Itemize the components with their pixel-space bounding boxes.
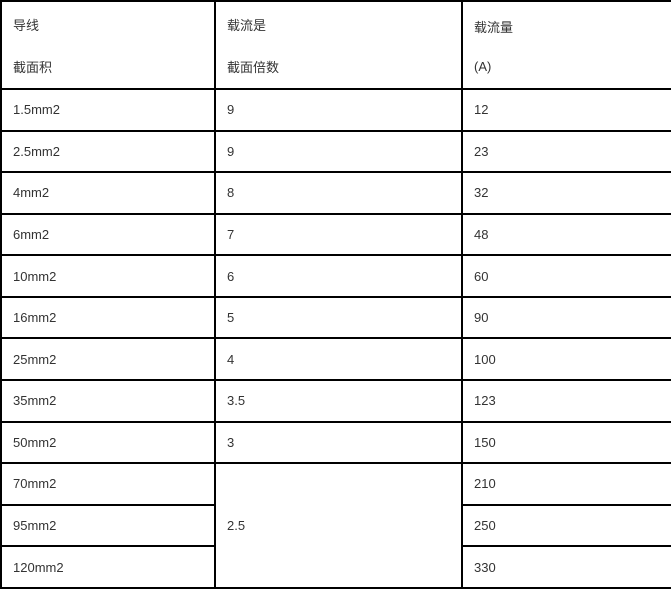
table-header: 导线 截面积 载流是 截面倍数 载流量 (A) [0, 0, 671, 90]
header-cell-wire-area: 导线 截面积 [0, 0, 216, 90]
cell-size: 95mm2 [0, 503, 216, 548]
cell-size: 120mm2 [0, 545, 216, 589]
header-cell-capacity: 载流量 (A) [461, 0, 671, 90]
cell-size: 16mm2 [0, 295, 216, 340]
cell-size: 25mm2 [0, 337, 216, 382]
header-line: (A) [474, 58, 492, 74]
cell-multiple: 5 [214, 295, 463, 340]
table-row: 10mm2 6 60 [0, 254, 671, 298]
cell-capacity: 150 [461, 420, 671, 465]
cell-capacity: 330 [461, 545, 671, 589]
header-line: 导线 [13, 17, 40, 33]
cell-multiple: 3 [214, 420, 463, 465]
cell-size: 70mm2 [0, 462, 216, 506]
table-row: 16mm2 5 90 [0, 295, 671, 340]
cell-size: 4mm2 [0, 171, 216, 215]
cell-multiple: 4 [214, 337, 463, 382]
cell-capacity: 90 [461, 295, 671, 340]
cell-size: 50mm2 [0, 420, 216, 465]
cell-capacity: 250 [461, 503, 671, 548]
cell-size: 10mm2 [0, 254, 216, 298]
cell-capacity: 48 [461, 212, 671, 257]
cell-multiple: 6 [214, 254, 463, 298]
table-body: 1.5mm2 9 12 2.5mm2 9 23 4mm2 8 32 6mm2 7… [0, 88, 671, 589]
table-row: 2.5mm2 9 23 [0, 129, 671, 174]
cell-capacity: 60 [461, 254, 671, 298]
cell-multiple: 7 [214, 212, 463, 257]
table-row: 70mm2 2.5 210 [0, 462, 671, 589]
cell-capacity: 210 [461, 462, 671, 506]
cell-multiple: 3.5 [214, 379, 463, 423]
cell-multiple: 9 [214, 129, 463, 174]
cell-size: 6mm2 [0, 212, 216, 257]
header-line: 截面积 [13, 59, 53, 75]
table-row: 35mm2 3.5 123 [0, 379, 671, 423]
cell-multiple: 9 [214, 88, 463, 132]
header-row: 导线 截面积 载流是 截面倍数 载流量 (A) [0, 0, 671, 90]
cell-capacity: 32 [461, 171, 671, 215]
table-row: 25mm2 4 100 [0, 337, 671, 382]
table-row: 6mm2 7 48 [0, 212, 671, 257]
cell-capacity: 123 [461, 379, 671, 423]
header-line: 载流是 [227, 17, 267, 33]
cell-capacity: 23 [461, 129, 671, 174]
cell-size: 35mm2 [0, 379, 216, 423]
table-row: 120mm2 330 [0, 545, 671, 589]
cell-capacity: 100 [461, 337, 671, 382]
table-row: 4mm2 8 32 [0, 171, 671, 215]
table-row: 50mm2 3 150 [0, 420, 671, 465]
cell-multiple: 8 [214, 171, 463, 215]
cell-capacity: 12 [461, 88, 671, 132]
header-line: 截面倍数 [227, 59, 280, 75]
cell-size: 2.5mm2 [0, 129, 216, 174]
cell-multiple-merged: 2.5 [214, 462, 463, 589]
table-row: 1.5mm2 9 12 [0, 88, 671, 132]
cell-size: 1.5mm2 [0, 88, 216, 132]
header-line: 载流量 [474, 19, 514, 35]
header-cell-multiple: 载流是 截面倍数 [214, 0, 463, 90]
